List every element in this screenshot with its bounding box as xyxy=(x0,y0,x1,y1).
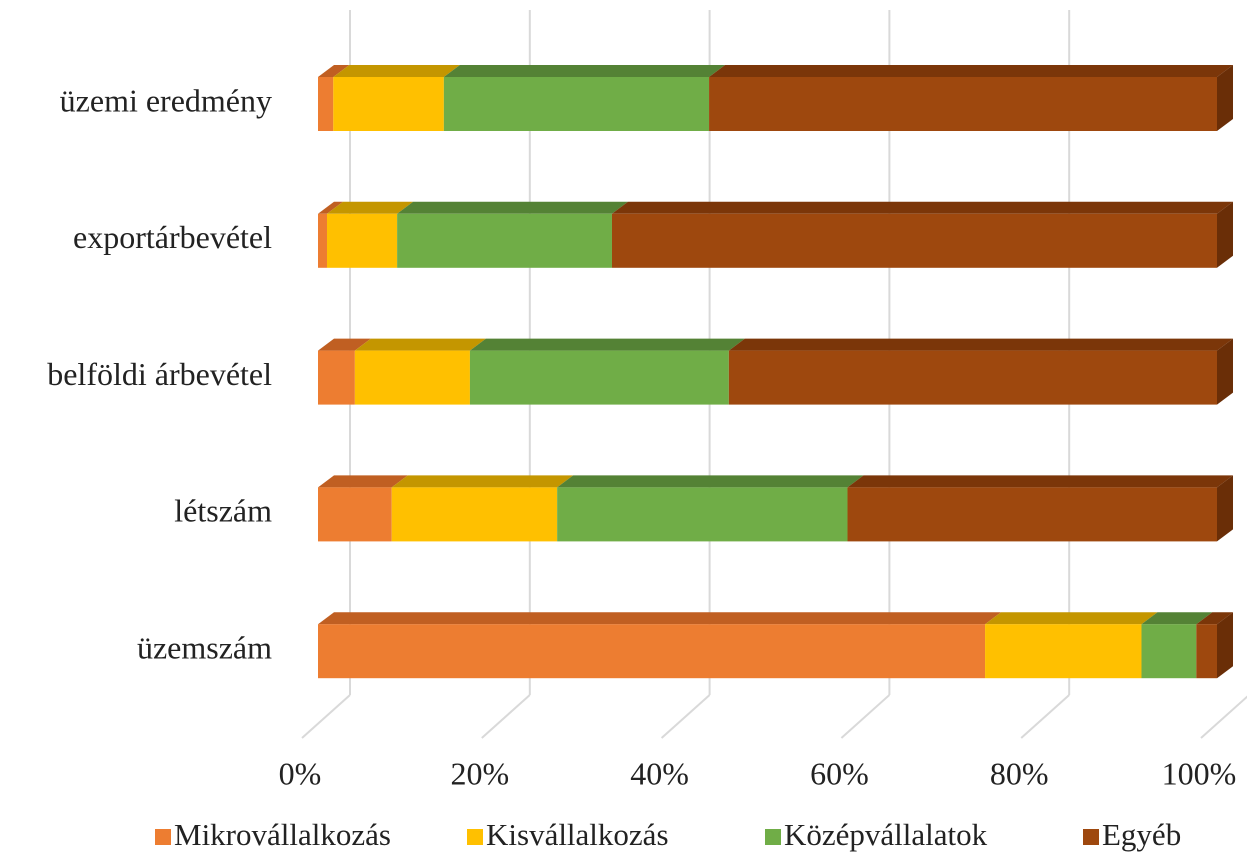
x-tick-label: 80% xyxy=(990,755,1049,791)
bar-side xyxy=(1217,65,1233,131)
x-tick-label: 20% xyxy=(450,755,509,791)
bar xyxy=(318,213,327,268)
y-tick-label: üzemi eredmény xyxy=(60,82,272,118)
bar-top xyxy=(847,475,1233,488)
bar xyxy=(847,487,1217,542)
bar-side xyxy=(1217,475,1233,542)
bar xyxy=(318,624,986,679)
bar-top xyxy=(318,201,343,214)
floor-grid-line xyxy=(481,694,531,739)
bar xyxy=(985,624,1142,679)
bar-top xyxy=(728,338,1233,351)
bar xyxy=(318,487,392,542)
bar-top xyxy=(985,612,1158,625)
bar-top xyxy=(1141,612,1213,625)
bar xyxy=(318,350,355,405)
legend-swatch xyxy=(155,829,171,845)
bar xyxy=(443,77,710,131)
bar-top xyxy=(557,475,864,488)
bar-side xyxy=(1217,201,1233,268)
bar xyxy=(391,487,558,542)
bar-top xyxy=(318,338,371,351)
bar xyxy=(709,77,1217,131)
bar xyxy=(333,77,444,131)
legend-label: Kisvállalkozás xyxy=(486,817,669,852)
legend-swatch xyxy=(1083,829,1099,845)
bar-top xyxy=(397,201,628,214)
bar xyxy=(397,213,612,268)
y-tick-label: létszám xyxy=(174,493,272,529)
bar-side xyxy=(1217,612,1233,679)
legend-label: Középvállalatok xyxy=(784,817,988,852)
floor-grid-line xyxy=(840,694,891,739)
bar-top xyxy=(469,338,745,351)
bar xyxy=(1141,624,1197,679)
bar xyxy=(611,213,1217,268)
bar-top xyxy=(611,201,1233,214)
bar-top xyxy=(443,65,726,77)
bar-top xyxy=(318,475,408,488)
bar-side xyxy=(1217,338,1233,405)
legend-label: Mikrovállalkozás xyxy=(174,817,391,852)
y-tick-label: üzemszám xyxy=(137,630,272,666)
legend-swatch xyxy=(765,829,781,845)
bar xyxy=(1196,624,1217,679)
bar xyxy=(557,487,848,542)
legend-label: Egyéb xyxy=(1102,817,1181,852)
bar xyxy=(318,77,334,131)
bar xyxy=(469,350,729,405)
bar-top xyxy=(318,65,350,77)
x-tick-label: 40% xyxy=(630,755,689,791)
bar xyxy=(728,350,1217,405)
bar xyxy=(354,350,470,405)
bar-top xyxy=(391,475,574,488)
floor-grid-line xyxy=(1020,694,1070,739)
bar-top xyxy=(326,201,414,214)
bar xyxy=(326,213,398,268)
x-tick-label: 100% xyxy=(1162,755,1237,791)
bar-top xyxy=(1196,612,1233,625)
x-tick-label: 0% xyxy=(279,755,322,791)
bar-top xyxy=(354,338,486,351)
y-tick-label: exportárbevétel xyxy=(73,219,272,255)
bar-top xyxy=(709,65,1233,77)
x-tick-label: 60% xyxy=(810,755,869,791)
y-tick-label: belföldi árbevétel xyxy=(47,356,272,392)
bar-top xyxy=(318,612,1002,625)
bar-top xyxy=(333,65,460,77)
floor-grid-line xyxy=(1200,695,1247,739)
floor-grid-line xyxy=(660,694,711,739)
legend-swatch xyxy=(467,829,483,845)
floor-grid-line xyxy=(301,694,351,739)
